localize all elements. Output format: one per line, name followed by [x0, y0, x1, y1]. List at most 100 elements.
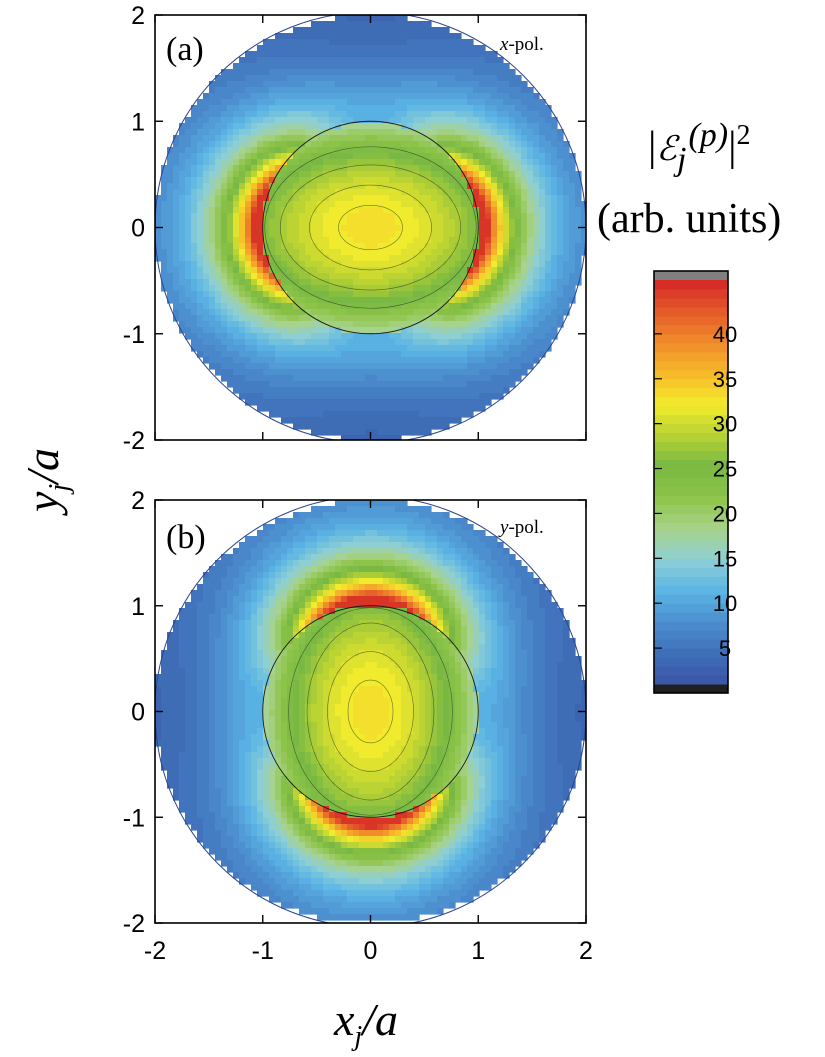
field-cell — [347, 213, 354, 220]
field-cell — [437, 602, 444, 609]
field-cell — [281, 189, 288, 196]
field-cell — [383, 243, 390, 250]
field-cell — [569, 159, 576, 166]
field-cell — [395, 255, 402, 262]
field-cell — [281, 213, 288, 220]
field-cell — [299, 572, 306, 579]
field-cell — [293, 219, 300, 226]
field-cell — [437, 417, 444, 424]
field-cell — [431, 560, 438, 567]
field-cell — [371, 207, 378, 214]
field-cell — [251, 147, 258, 154]
field-cell — [449, 572, 456, 579]
field-cell — [353, 357, 360, 364]
field-cell — [335, 375, 342, 382]
field-cell — [485, 339, 492, 346]
field-cell — [437, 231, 444, 238]
field-cell — [347, 189, 354, 196]
field-cell — [407, 273, 414, 280]
field-cell — [275, 87, 282, 94]
field-cell — [341, 291, 348, 298]
field-cell — [359, 321, 366, 328]
field-cell — [167, 243, 174, 250]
field-cell — [347, 99, 354, 106]
field-cell — [365, 129, 372, 136]
field-cell — [323, 93, 330, 100]
field-cell — [497, 375, 504, 382]
field-cell — [479, 45, 486, 52]
field-cell — [509, 608, 516, 615]
field-cell — [449, 590, 456, 597]
field-cell — [257, 291, 264, 298]
field-cell — [269, 536, 276, 543]
field-cell — [305, 213, 312, 220]
field-cell — [215, 153, 222, 160]
field-cell — [347, 518, 354, 525]
field-cell — [437, 608, 444, 615]
field-cell — [185, 273, 192, 280]
field-cell — [341, 105, 348, 112]
field-cell — [281, 357, 288, 364]
field-cell — [239, 309, 246, 316]
field-cell — [545, 345, 552, 352]
field-cell — [449, 177, 456, 184]
field-cell — [413, 560, 420, 567]
field-cell — [335, 93, 342, 100]
field-cell — [263, 572, 270, 579]
field-cell — [497, 75, 504, 82]
field-cell — [323, 213, 330, 220]
field-cell — [329, 123, 336, 130]
field-cell — [515, 375, 522, 382]
field-cell — [557, 261, 564, 268]
field-cell — [263, 87, 270, 94]
field-cell — [467, 243, 474, 250]
field-cell — [545, 273, 552, 280]
field-cell — [347, 620, 354, 627]
field-cell — [467, 411, 474, 418]
field-cell — [365, 554, 372, 561]
field-cell — [389, 590, 396, 597]
field-cell — [275, 405, 282, 412]
field-cell — [203, 267, 210, 274]
field-cell — [407, 339, 414, 346]
field-cell — [335, 620, 342, 627]
field-cell — [257, 602, 264, 609]
field-cell — [509, 357, 516, 364]
field-cell — [305, 129, 312, 136]
field-cell — [413, 417, 420, 424]
field-cell — [317, 518, 324, 525]
field-cell — [473, 339, 480, 346]
field-cell — [197, 339, 204, 346]
field-cell — [497, 369, 504, 376]
field-cell — [383, 63, 390, 70]
field-cell — [425, 189, 432, 196]
field-cell — [293, 75, 300, 82]
field-cell — [311, 177, 318, 184]
field-cell — [239, 231, 246, 238]
field-cell — [515, 315, 522, 322]
field-cell — [449, 243, 456, 250]
field-cell — [437, 357, 444, 364]
field-cell — [437, 45, 444, 52]
field-cell — [407, 165, 414, 172]
field-cell — [311, 105, 318, 112]
field-cell — [365, 207, 372, 214]
field-cell — [479, 135, 486, 142]
field-cell — [227, 327, 234, 334]
field-cell — [269, 572, 276, 579]
field-cell — [569, 291, 576, 298]
field-cell — [521, 141, 528, 148]
field-cell — [485, 75, 492, 82]
field-cell — [263, 279, 270, 286]
field-cell — [479, 105, 486, 112]
field-cell — [461, 602, 468, 609]
field-cell — [359, 81, 366, 88]
field-cell — [293, 614, 300, 621]
field-cell — [359, 393, 366, 400]
field-cell — [275, 135, 282, 142]
field-cell — [413, 590, 420, 597]
field-cell — [419, 45, 426, 52]
field-cell — [491, 171, 498, 178]
field-cell — [389, 189, 396, 196]
field-cell — [281, 345, 288, 352]
